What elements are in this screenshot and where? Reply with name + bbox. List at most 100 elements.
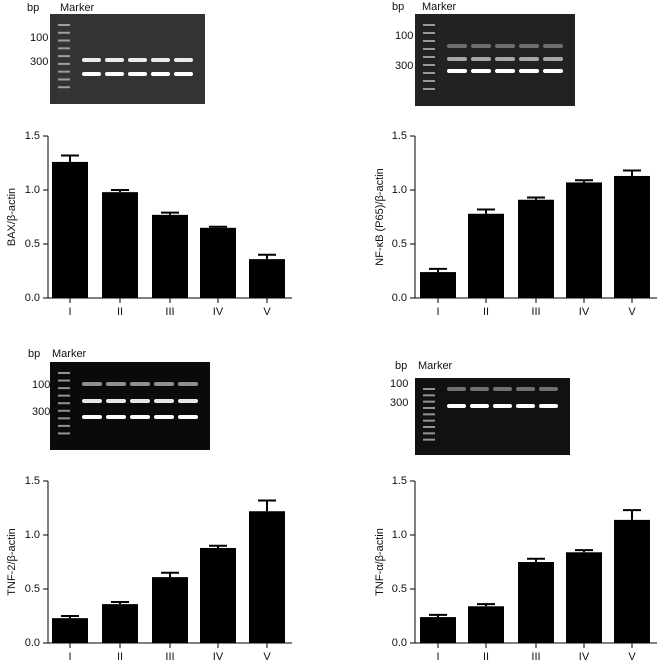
x-tick-label: III	[165, 306, 174, 318]
error-bar	[258, 253, 276, 260]
gel-unit: bp	[27, 2, 39, 14]
gel-band	[519, 57, 539, 61]
ladder-band	[58, 31, 70, 34]
gel-band	[495, 57, 515, 61]
gel-band	[128, 58, 147, 62]
bar	[566, 552, 602, 643]
gel-band	[178, 399, 198, 403]
bar	[420, 617, 456, 643]
error-bar	[623, 509, 641, 520]
bar	[152, 214, 188, 298]
gel-band	[447, 387, 466, 391]
error-bar	[527, 196, 545, 200]
error-bar	[111, 189, 129, 193]
ladder-band	[423, 388, 435, 390]
y-axis-label: BAX/β-actin	[6, 188, 18, 246]
gel-band	[543, 57, 563, 61]
ladder-band	[58, 86, 70, 89]
gel-band	[447, 404, 466, 408]
bar	[518, 199, 554, 298]
ladder-band	[58, 387, 70, 390]
ladder-band	[58, 417, 70, 420]
gel-band	[539, 404, 558, 408]
error-bar	[161, 571, 179, 578]
ladder-band	[423, 419, 435, 422]
x-tick-label: IV	[213, 651, 224, 662]
bar	[614, 175, 650, 298]
ladder-band	[423, 88, 435, 90]
ladder-band	[423, 48, 435, 50]
gel-band	[447, 69, 467, 73]
gel-band	[106, 415, 126, 419]
y-axis-label: NF-κB (P65)/β-actin	[374, 168, 386, 265]
x-tick-label: I	[436, 306, 439, 318]
y-axis-label: TNF-2/β-actin	[6, 528, 18, 595]
bar	[420, 272, 456, 298]
error-bar	[161, 211, 179, 215]
gel-band	[178, 415, 198, 419]
x-tick-label: II	[483, 651, 489, 662]
gel-band	[130, 382, 150, 386]
bar	[566, 182, 602, 298]
ladder-band	[58, 379, 70, 382]
gel-band	[493, 387, 512, 391]
gel-band	[495, 44, 515, 48]
bar	[102, 604, 138, 643]
gel-band	[151, 72, 170, 76]
error-bar	[61, 615, 79, 619]
gel-band	[493, 404, 512, 408]
size-label: 300	[32, 406, 50, 418]
ladder-band	[58, 372, 70, 374]
error-bar	[477, 603, 495, 607]
y-tick-label: 0.5	[392, 238, 407, 250]
x-tick-label: IV	[579, 306, 590, 318]
ladder-band	[423, 64, 435, 66]
bar	[249, 259, 285, 298]
bar	[614, 519, 650, 643]
y-tick-label: 0.5	[25, 583, 40, 595]
ladder-band	[423, 56, 435, 58]
bar	[468, 606, 504, 643]
gel-band	[495, 69, 515, 73]
error-bar	[429, 613, 447, 618]
gel-band	[105, 58, 124, 62]
ladder-band	[58, 55, 70, 58]
gel-band	[516, 404, 535, 408]
gel-band	[471, 57, 491, 61]
bar	[102, 192, 138, 298]
gel-band	[154, 415, 174, 419]
size-label: 100	[395, 30, 413, 42]
size-label: 100	[32, 379, 50, 391]
x-tick-label: III	[531, 306, 540, 318]
gel-band	[128, 72, 147, 76]
bar	[468, 213, 504, 298]
y-tick-label: 0.0	[25, 637, 40, 649]
ladder-band	[58, 432, 70, 435]
x-tick-label: V	[628, 651, 636, 662]
y-tick-label: 1.5	[392, 130, 407, 142]
bar	[200, 547, 236, 643]
x-tick-label: V	[263, 651, 271, 662]
ladder-band	[58, 78, 70, 81]
x-tick-label: V	[263, 306, 271, 318]
error-bar	[575, 549, 593, 553]
gel-band	[447, 57, 467, 61]
error-bar	[575, 179, 593, 183]
x-tick-label: I	[436, 651, 439, 662]
gel-image	[415, 378, 570, 455]
gel-band	[470, 387, 489, 391]
gel-band	[82, 415, 102, 419]
size-label: 300	[395, 60, 413, 72]
ladder-band	[423, 394, 435, 397]
ladder-band	[58, 62, 70, 65]
gel-unit: bp	[392, 1, 404, 13]
error-bar	[429, 267, 447, 273]
gel-band	[543, 69, 563, 73]
gel-band	[106, 382, 126, 386]
y-tick-label: 0.5	[25, 238, 40, 250]
gel-unit: bp	[395, 360, 407, 372]
gel-band	[82, 382, 102, 386]
gel-band	[174, 58, 193, 62]
error-bar	[527, 557, 545, 562]
error-bar	[623, 169, 641, 176]
